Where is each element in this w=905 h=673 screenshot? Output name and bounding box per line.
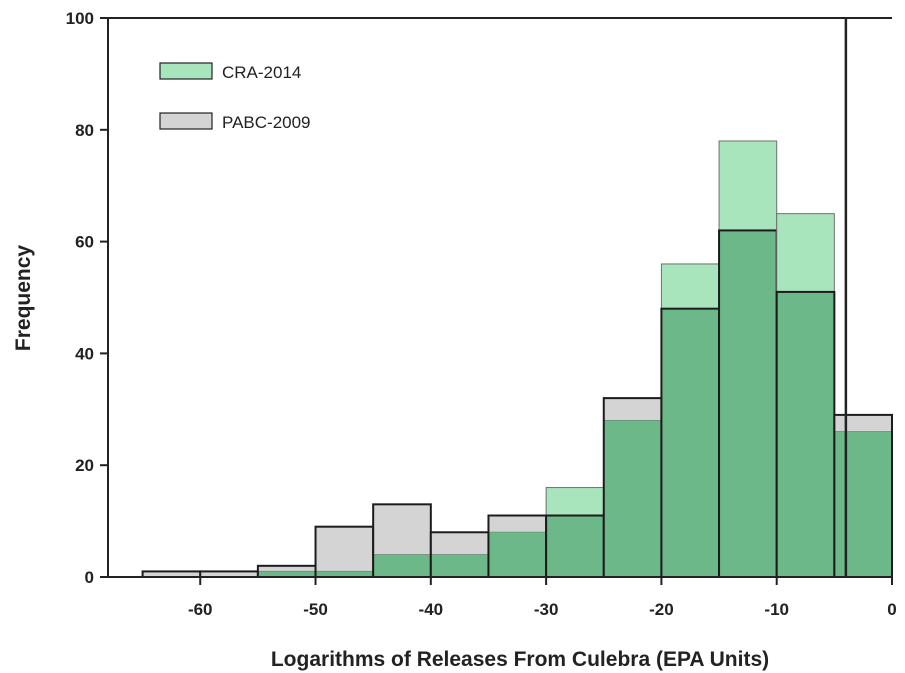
bar-pabc-2009-excess-bin-3: [315, 526, 374, 572]
bar-pabc-2009-excess-bin-5: [430, 531, 489, 556]
y-tick-label: 60: [75, 233, 94, 252]
bar-cra-2014-excess-bin-11: [776, 213, 835, 293]
bar-overlap-bin-6: [488, 532, 547, 577]
legend-label-cra-2014: CRA-2014: [222, 63, 301, 82]
bar-pabc-2009-excess-bin-4: [372, 503, 432, 556]
bar-overlap-bin-4: [373, 554, 431, 577]
y-tick-label: 40: [75, 344, 94, 363]
x-tick-label: 0: [887, 600, 896, 619]
legend: CRA-2014 PABC-2009: [159, 62, 311, 132]
axes-layer: [107, 17, 892, 578]
bar-cra-2014-excess-bin-9: [660, 263, 720, 310]
bar-overlap-bin-2: [257, 571, 316, 577]
ticks-layer: 0 20 40 60 80 100 -60 -50 -40 -30 -20 -10 0: [66, 9, 897, 619]
y-tick-label: 20: [75, 456, 94, 475]
y-axis-title: Frequency: [12, 245, 35, 352]
x-tick-label: -30: [534, 600, 559, 619]
x-tick-label: -10: [764, 600, 789, 619]
bar-pabc-2009-excess-bin-6: [487, 515, 547, 533]
bar-overlap-bin-3: [315, 571, 374, 577]
x-tick-label: -50: [303, 600, 328, 619]
bar-overlap-bin-10: [719, 230, 777, 578]
y-tick-label: 80: [75, 121, 94, 140]
bar-overlap-bin-5: [430, 554, 489, 577]
x-tick-label: -40: [419, 600, 444, 619]
x-tick-label: -60: [188, 600, 213, 619]
y-tick-label: 100: [66, 9, 94, 28]
legend-swatch-pabc-2009: [159, 112, 213, 130]
legend-swatch-cra-2014: [159, 62, 213, 80]
legend-label-pabc-2009: PABC-2009: [222, 113, 311, 132]
y-tick-label: 0: [85, 568, 94, 587]
bar-overlap-bin-11: [776, 291, 835, 577]
bars-layer: [141, 140, 894, 579]
bar-pabc-2009-excess-bin-8: [603, 397, 662, 421]
bar-overlap-bin-8: [603, 420, 662, 577]
x-axis-title: Logarithms of Releases From Culebra (EPA…: [271, 648, 769, 671]
bar-cra-2014-excess-bin-7: [545, 487, 605, 517]
bar-overlap-bin-12: [834, 431, 892, 577]
bar-overlap-bin-9: [661, 308, 720, 577]
bar-overlap-bin-7: [546, 515, 604, 577]
bar-pabc-2009-excess-bin-12: [833, 414, 893, 433]
bar-cra-2014-excess-bin-10: [718, 140, 778, 231]
x-tick-label: -20: [649, 600, 674, 619]
